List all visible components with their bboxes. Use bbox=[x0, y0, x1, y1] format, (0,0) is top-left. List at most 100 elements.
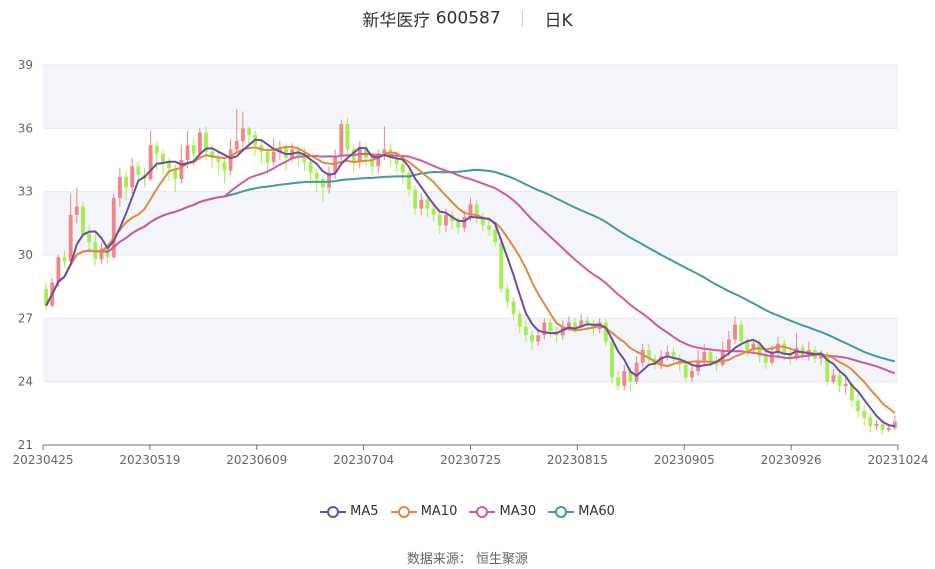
candle-body bbox=[628, 371, 633, 382]
candle-body bbox=[68, 214, 73, 262]
candle-body bbox=[776, 343, 780, 353]
candle-body bbox=[702, 352, 707, 361]
candle-body bbox=[573, 322, 577, 327]
candle-body bbox=[505, 288, 510, 302]
candle-body bbox=[862, 411, 867, 418]
legend-item-ma10[interactable]: MA10 bbox=[390, 504, 457, 519]
candle-body bbox=[893, 421, 897, 429]
candle-body bbox=[610, 341, 614, 378]
candle-body bbox=[751, 343, 756, 350]
candle-body bbox=[456, 221, 461, 228]
candle-body bbox=[443, 214, 448, 226]
candle-body bbox=[837, 375, 842, 386]
candle-body bbox=[849, 383, 854, 401]
period-tab[interactable]: 日K bbox=[544, 11, 573, 31]
candle-body bbox=[173, 168, 178, 179]
candle-body bbox=[271, 151, 276, 163]
candle-body bbox=[585, 320, 590, 325]
candle-body bbox=[376, 153, 381, 167]
y-tick-label: 36 bbox=[18, 121, 33, 135]
legend-label: MA5 bbox=[346, 504, 379, 519]
stock-code: 600587 bbox=[435, 8, 501, 29]
candle-body bbox=[425, 200, 430, 209]
candle-body bbox=[277, 147, 282, 152]
candle-body bbox=[388, 149, 393, 158]
candle-body bbox=[536, 335, 541, 342]
grid-band bbox=[43, 318, 898, 382]
candle-body bbox=[74, 206, 79, 215]
candle-body bbox=[856, 400, 860, 412]
x-tick-label: 20230519 bbox=[119, 453, 180, 467]
x-tick-label: 20231024 bbox=[867, 453, 928, 467]
candle-body bbox=[204, 132, 208, 152]
candle-body bbox=[763, 356, 768, 363]
candle-body bbox=[880, 423, 885, 431]
candle-body bbox=[431, 208, 436, 215]
candle-body bbox=[886, 428, 891, 431]
candle-body bbox=[640, 350, 645, 363]
candle-body bbox=[62, 257, 67, 262]
candle-body bbox=[671, 352, 676, 359]
y-tick-label: 30 bbox=[18, 248, 33, 262]
candle-body bbox=[646, 350, 651, 359]
candle-body bbox=[364, 147, 368, 158]
chart-title: 新华医疗 600587 日K bbox=[0, 6, 935, 32]
candle-body bbox=[179, 160, 184, 179]
candle-body bbox=[302, 155, 307, 163]
candle-body bbox=[339, 124, 344, 156]
candle-body bbox=[124, 176, 128, 188]
candle-body bbox=[161, 153, 165, 163]
candle-body bbox=[493, 229, 498, 243]
candle-body bbox=[659, 356, 664, 365]
candle-body bbox=[683, 364, 688, 378]
candle-body bbox=[733, 324, 737, 340]
legend-label: MA60 bbox=[574, 504, 615, 519]
candle-body bbox=[825, 354, 830, 382]
y-tick-label: 33 bbox=[18, 185, 33, 199]
legend-marker-icon bbox=[390, 505, 417, 518]
x-tick-label: 20230905 bbox=[654, 453, 715, 467]
candle-body bbox=[284, 147, 288, 158]
candle-body bbox=[370, 157, 374, 167]
grid-band bbox=[43, 65, 898, 129]
candle-body bbox=[622, 371, 627, 386]
candle-body bbox=[216, 157, 221, 163]
candle-body bbox=[117, 176, 122, 198]
candle-body bbox=[634, 362, 639, 382]
candle-body bbox=[136, 166, 141, 175]
candle-body bbox=[413, 189, 418, 209]
candle-body bbox=[616, 377, 621, 386]
candle-body bbox=[154, 145, 159, 154]
legend-item-ma5[interactable]: MA5 bbox=[320, 504, 379, 519]
candle-body bbox=[708, 352, 713, 361]
legend-item-ma30[interactable]: MA30 bbox=[469, 504, 536, 519]
candle-body bbox=[579, 320, 584, 327]
candle-body bbox=[148, 145, 153, 179]
candle-body bbox=[665, 352, 670, 357]
candle-body bbox=[210, 151, 215, 158]
candle-body bbox=[234, 141, 239, 150]
candle-body bbox=[868, 417, 873, 426]
candle-body bbox=[87, 233, 92, 243]
y-tick-label: 24 bbox=[18, 375, 33, 389]
candle-body bbox=[499, 242, 504, 289]
candle-body bbox=[511, 301, 516, 315]
title-separator bbox=[522, 10, 524, 27]
candle-body bbox=[462, 217, 467, 228]
candle-body bbox=[99, 248, 104, 260]
x-tick-label: 20230926 bbox=[761, 453, 822, 467]
x-tick-label: 20230609 bbox=[226, 453, 287, 467]
candle-body bbox=[185, 145, 190, 160]
y-tick-label: 21 bbox=[18, 438, 33, 452]
candle-body bbox=[56, 257, 61, 283]
candle-body bbox=[437, 214, 442, 226]
legend-marker-icon bbox=[548, 505, 575, 518]
legend-item-ma60[interactable]: MA60 bbox=[548, 504, 615, 519]
candle-body bbox=[265, 151, 270, 163]
candle-body bbox=[769, 352, 774, 363]
candle-body bbox=[542, 322, 547, 336]
candle-body bbox=[739, 324, 744, 342]
candle-body bbox=[788, 354, 793, 359]
candle-body bbox=[757, 343, 762, 357]
candle-body bbox=[81, 206, 85, 234]
